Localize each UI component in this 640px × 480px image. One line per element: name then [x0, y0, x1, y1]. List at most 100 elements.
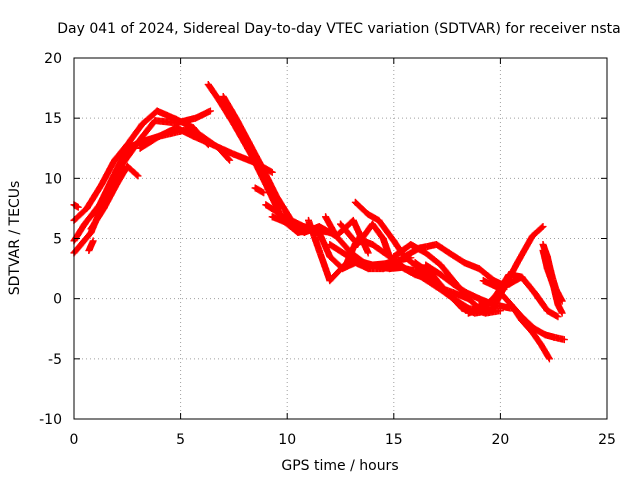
data-point: [89, 237, 97, 245]
data-point: [356, 259, 364, 267]
data-point: [407, 241, 415, 249]
data-point: [492, 283, 500, 291]
data-point: [268, 168, 276, 176]
data-point: [189, 132, 197, 140]
data-point: [449, 289, 457, 297]
data-point: [505, 280, 513, 288]
data-point: [558, 309, 566, 317]
data-point: [138, 120, 146, 128]
series-arc-10: [251, 184, 268, 197]
data-point: [368, 220, 376, 228]
data-point: [136, 138, 144, 146]
data-point: [518, 273, 526, 281]
data-point: [545, 355, 553, 363]
x-tick-label: 5: [176, 432, 185, 448]
data-point: [206, 107, 214, 115]
data-point: [251, 184, 259, 192]
data-point: [449, 280, 457, 288]
data-point: [507, 301, 515, 309]
data-point: [543, 307, 551, 315]
series-arc-29: [539, 247, 566, 317]
data-point: [351, 198, 359, 206]
data-point: [554, 301, 562, 309]
data-point: [539, 247, 547, 255]
data-point: [332, 232, 340, 240]
data-point: [153, 107, 161, 115]
data-point: [273, 192, 281, 200]
data-point: [136, 144, 144, 152]
data-point: [326, 277, 334, 285]
data-point: [422, 249, 430, 257]
data-point: [349, 216, 357, 224]
data-point: [364, 249, 372, 257]
data-point: [326, 241, 334, 249]
data-point: [74, 203, 82, 211]
chart-title: Day 041 of 2024, Sidereal Day-to-day VTE…: [57, 21, 620, 37]
data-point: [394, 256, 402, 264]
data-point: [560, 336, 568, 344]
data-point: [230, 150, 238, 158]
data-point: [437, 271, 445, 279]
data-point: [337, 220, 344, 228]
data-point: [232, 114, 240, 122]
data-point: [496, 289, 504, 297]
data-point: [437, 261, 445, 269]
data-point: [390, 237, 398, 245]
series-arc-23: [422, 261, 515, 312]
data-point: [445, 249, 453, 257]
axis-ticks: 0 5 10 15 20 25 -10 -5 0 5 10 15 20: [39, 51, 616, 448]
data-point: [492, 291, 500, 299]
x-tick-label: 25: [598, 432, 616, 448]
data-point: [531, 289, 539, 297]
y-tick-label: 5: [53, 232, 62, 248]
data-point: [464, 309, 472, 317]
data-point: [415, 244, 423, 252]
data-point: [543, 265, 551, 273]
data-point: [422, 261, 430, 269]
data-point: [226, 156, 234, 164]
data-point: [418, 273, 426, 281]
series-arc-27: [507, 301, 553, 363]
data-point: [245, 138, 253, 146]
y-tick-label: 15: [44, 111, 62, 127]
data-point: [400, 265, 408, 273]
data-point: [155, 132, 163, 140]
data-point: [85, 247, 93, 255]
data-point: [390, 253, 398, 261]
data-point: [96, 201, 104, 209]
data-point: [87, 225, 95, 233]
data-point: [479, 277, 487, 285]
data-point: [209, 141, 217, 149]
data-point: [260, 189, 268, 197]
data-point: [539, 241, 547, 249]
data-point: [475, 265, 483, 273]
data-point: [204, 80, 212, 88]
data-point: [81, 220, 89, 228]
data-point: [550, 283, 558, 291]
data-point: [488, 307, 496, 315]
data-point: [300, 228, 308, 236]
data-point: [151, 117, 159, 125]
data-point: [277, 210, 285, 218]
data-point: [460, 259, 468, 267]
data-point: [268, 213, 276, 221]
data-point: [343, 251, 351, 259]
data-markers: [70, 80, 568, 363]
data-point: [539, 222, 547, 230]
x-tick-label: 10: [278, 432, 296, 448]
y-axis-label: SDTVAR / TECUs: [7, 181, 23, 296]
series-arc-30: [479, 273, 562, 321]
data-point: [354, 241, 362, 249]
data-point: [83, 204, 91, 212]
y-tick-label: 0: [53, 292, 62, 308]
data-point: [518, 316, 526, 324]
data-point: [326, 253, 334, 261]
y-tick-label: -5: [48, 352, 62, 368]
data-point: [505, 271, 513, 279]
data-point: [258, 162, 266, 170]
data-point: [368, 261, 376, 269]
y-tick-label: 10: [44, 171, 62, 187]
data-point: [322, 213, 330, 221]
y-tick-label: -10: [39, 412, 62, 428]
